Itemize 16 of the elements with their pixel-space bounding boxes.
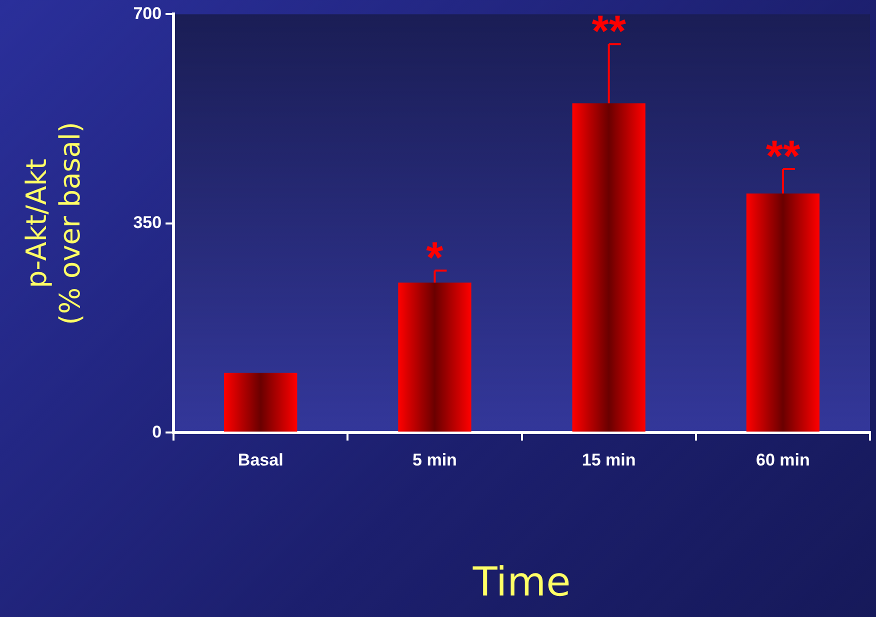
bar bbox=[572, 103, 646, 432]
x-tick-label: 5 min bbox=[412, 450, 457, 470]
x-tick-label: 15 min bbox=[582, 450, 636, 470]
bar bbox=[398, 282, 472, 432]
x-axis-title: Time bbox=[472, 559, 571, 606]
x-tick-label: 60 min bbox=[756, 450, 810, 470]
annotation: ** bbox=[592, 7, 627, 56]
bar bbox=[224, 372, 298, 432]
y-tick-label: 350 bbox=[133, 213, 162, 232]
y-tick-label: 700 bbox=[133, 4, 162, 23]
x-tick-label: Basal bbox=[238, 450, 284, 470]
bar bbox=[746, 194, 820, 432]
y-tick-label: 0 bbox=[152, 422, 162, 442]
y-axis-title: p-Akt/Akt (% over basal) bbox=[20, 122, 87, 325]
annotation: ** bbox=[766, 132, 801, 182]
annotation: * bbox=[426, 234, 444, 283]
